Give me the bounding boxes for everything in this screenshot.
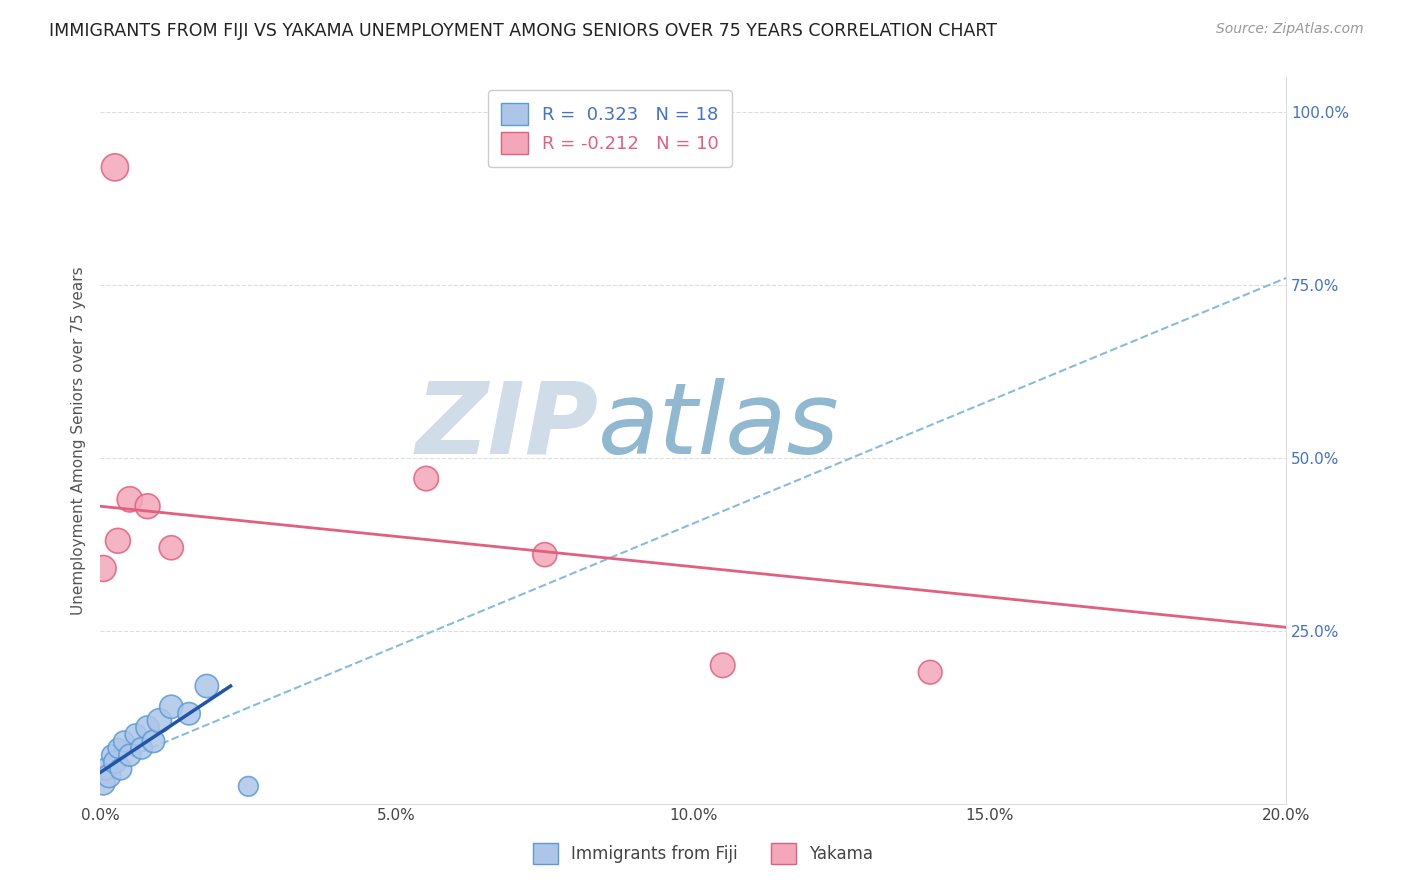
Legend: Immigrants from Fiji, Yakama: Immigrants from Fiji, Yakama — [526, 837, 880, 871]
Point — [160, 541, 183, 555]
Point — [104, 161, 127, 175]
Text: atlas: atlas — [598, 377, 839, 475]
Point — [110, 762, 132, 776]
Point — [136, 500, 159, 514]
Point — [125, 727, 148, 741]
Point — [177, 706, 200, 721]
Point — [136, 721, 159, 735]
Point — [118, 748, 141, 763]
Point — [711, 658, 734, 673]
Point — [142, 734, 165, 748]
Point — [98, 769, 121, 783]
Point — [107, 533, 129, 548]
Point — [118, 492, 141, 507]
Text: IMMIGRANTS FROM FIJI VS YAKAMA UNEMPLOYMENT AMONG SENIORS OVER 75 YEARS CORRELAT: IMMIGRANTS FROM FIJI VS YAKAMA UNEMPLOYM… — [49, 22, 997, 40]
Point — [238, 780, 260, 794]
Legend: R =  0.323   N = 18, R = -0.212   N = 10: R = 0.323 N = 18, R = -0.212 N = 10 — [488, 90, 731, 167]
Point — [101, 748, 124, 763]
Text: Source: ZipAtlas.com: Source: ZipAtlas.com — [1216, 22, 1364, 37]
Point — [415, 472, 437, 486]
Point — [148, 714, 170, 728]
Point — [91, 776, 114, 790]
Point — [107, 741, 129, 756]
Point — [104, 755, 127, 769]
Point — [94, 762, 117, 776]
Point — [131, 741, 153, 756]
Point — [195, 679, 218, 693]
Point — [112, 734, 135, 748]
Point — [91, 561, 114, 575]
Point — [160, 699, 183, 714]
Text: ZIP: ZIP — [415, 377, 598, 475]
Y-axis label: Unemployment Among Seniors over 75 years: Unemployment Among Seniors over 75 years — [72, 266, 86, 615]
Point — [533, 548, 555, 562]
Point — [920, 665, 942, 680]
